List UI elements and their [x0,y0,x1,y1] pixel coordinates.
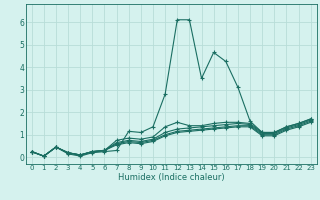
X-axis label: Humidex (Indice chaleur): Humidex (Indice chaleur) [118,173,225,182]
